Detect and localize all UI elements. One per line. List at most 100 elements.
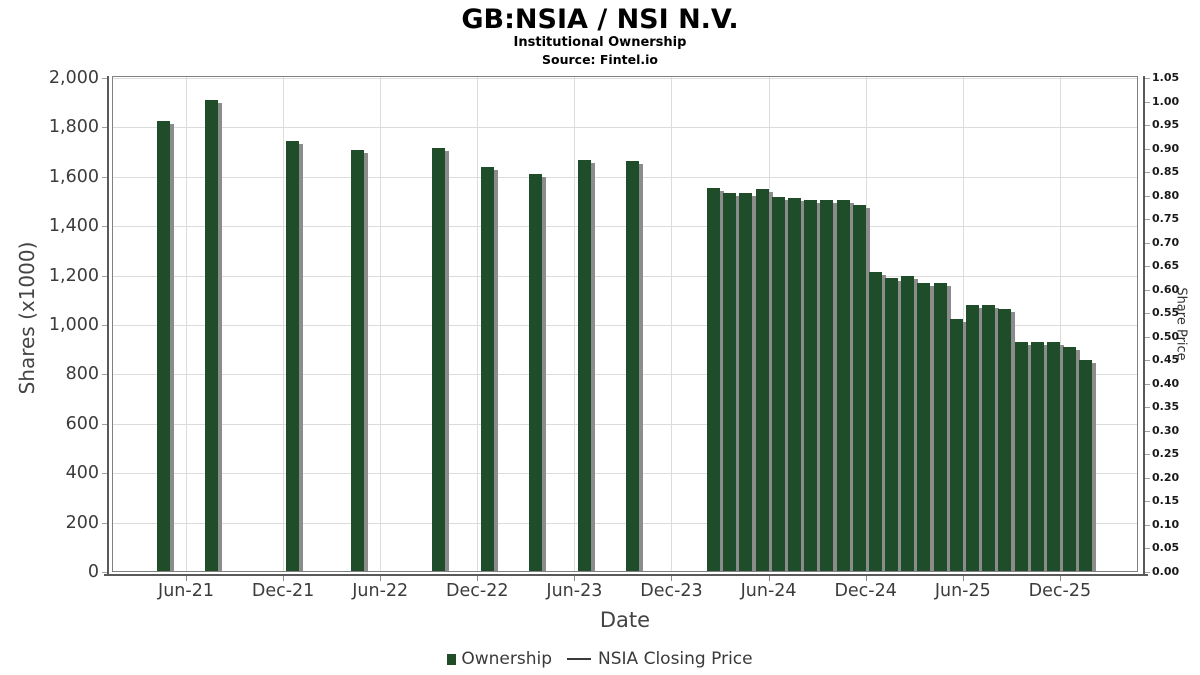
y-axis-tick-right — [1144, 501, 1150, 503]
y-axis-tick-right — [1144, 383, 1150, 385]
gridline-horizontal — [112, 226, 1138, 228]
x-axis-tick — [186, 575, 187, 581]
y-axis-tick-label-right: 0.05 — [1152, 541, 1180, 555]
gridline-vertical — [574, 76, 576, 572]
legend-ownership-square-icon — [447, 653, 457, 665]
ownership-bar — [852, 205, 866, 572]
y-axis-spine-left — [107, 76, 109, 574]
y-axis-tick-right — [1144, 125, 1150, 127]
y-axis-tick-right — [1144, 78, 1150, 79]
ownership-bar — [286, 140, 300, 572]
gridline-vertical — [186, 76, 187, 572]
ownership-bar — [205, 100, 219, 572]
ownership-bar — [771, 196, 785, 572]
ownership-bar — [1014, 342, 1028, 572]
ownership-bar — [820, 200, 834, 572]
ownership-bar — [529, 174, 543, 572]
y-axis-tick-left — [102, 176, 108, 178]
y-axis-tick-label-right: 0.75 — [1152, 212, 1180, 226]
y-axis-tick-right — [1144, 407, 1150, 409]
ownership-bar — [739, 192, 753, 572]
y-axis-tick-right — [1144, 548, 1150, 550]
y-axis-tick-label-left: 200 — [65, 512, 99, 533]
y-axis-tick-label-right: 0.70 — [1152, 235, 1180, 249]
y-axis-tick-right — [1144, 266, 1150, 268]
y-axis-tick-label-right: 0.25 — [1152, 447, 1180, 461]
y-axis-tick-left — [102, 473, 108, 475]
x-axis-tick — [671, 575, 673, 581]
gridline-vertical — [962, 76, 964, 572]
x-axis-tick — [1059, 575, 1061, 581]
y-axis-tick-label-left: 1,600 — [48, 166, 99, 187]
y-axis-tick-label-left: 1,200 — [48, 265, 99, 286]
y-axis-tick-label-right: 0.50 — [1152, 329, 1180, 343]
y-axis-tick-label-right: 0.65 — [1152, 259, 1180, 273]
x-axis-tick-label: Dec-24 — [834, 581, 897, 601]
legend-price-line-icon — [567, 658, 592, 660]
y-axis-tick-left — [102, 275, 108, 277]
ownership-bar — [577, 159, 591, 572]
y-axis-tick-right — [1144, 360, 1150, 362]
y-axis-tick-label-left: 400 — [65, 463, 99, 484]
x-axis-tick-label: Dec-25 — [1028, 581, 1092, 601]
x-axis-tick — [768, 575, 770, 581]
ownership-bar — [949, 318, 963, 572]
y-axis-tick-label-right: 0.20 — [1152, 470, 1180, 484]
y-axis-tick-label-right: 0.40 — [1152, 376, 1180, 390]
y-axis-tick-right — [1144, 101, 1150, 103]
y-axis-tick-right — [1144, 454, 1150, 456]
y-axis-tick-right — [1144, 289, 1150, 291]
y-axis-tick-label-left: 1,000 — [48, 315, 99, 335]
y-axis-tick-left — [102, 522, 108, 524]
ownership-bar — [431, 148, 445, 572]
x-axis-tick — [574, 575, 576, 581]
y-axis-tick-label-right: 1.05 — [1152, 71, 1180, 84]
y-axis-label-right: Share Price — [1173, 287, 1189, 361]
gridline-horizontal — [112, 473, 1138, 475]
gridline-horizontal — [112, 78, 1138, 79]
legend-ownership-label: Ownership — [461, 649, 553, 669]
y-axis-tick-label-right: 0.80 — [1152, 188, 1180, 202]
x-axis-tick-label: Jun-25 — [934, 581, 991, 601]
y-axis-tick-right — [1144, 148, 1150, 150]
legend: Ownership NSIA Closing Price — [0, 648, 1200, 670]
y-axis-tick-right — [1144, 242, 1150, 244]
x-axis-spine — [104, 574, 1148, 576]
ownership-bar — [804, 200, 818, 572]
y-axis-tick-label-left: 0 — [87, 562, 99, 582]
y-axis-tick-label-right: 0.00 — [1152, 565, 1180, 578]
gridline-vertical — [671, 76, 673, 572]
gridline-vertical — [380, 76, 382, 572]
y-axis-tick-right — [1144, 336, 1150, 338]
ownership-bar — [917, 283, 931, 572]
x-axis-tick-label: Dec-23 — [640, 581, 703, 601]
ownership-bar — [868, 271, 882, 572]
ownership-bar — [755, 189, 769, 572]
x-axis-tick — [962, 575, 964, 581]
ownership-bar — [998, 308, 1012, 572]
chart-title: GB:NSIA / NSI N.V. — [461, 4, 739, 35]
plot-area — [112, 76, 1138, 572]
ownership-bar — [707, 187, 721, 572]
y-axis-tick-right — [1144, 430, 1150, 432]
y-axis-tick-label-right: 0.95 — [1152, 118, 1180, 132]
chart-source-note: Source: Fintel.io — [542, 52, 658, 67]
gridline-horizontal — [112, 423, 1138, 425]
y-axis-tick-right — [1144, 219, 1150, 221]
y-axis-tick-right — [1144, 172, 1150, 174]
x-axis-label: Date — [599, 608, 651, 632]
ownership-bar — [965, 305, 979, 572]
x-axis-tick — [283, 575, 285, 581]
y-axis-spine-right — [1143, 76, 1145, 574]
gridline-horizontal — [112, 275, 1138, 277]
y-axis-tick-right — [1144, 524, 1150, 526]
ownership-bar — [626, 160, 640, 572]
ownership-bar — [156, 121, 170, 572]
x-axis-tick — [865, 575, 867, 581]
gridline-vertical — [1059, 76, 1061, 572]
ownership-bar — [901, 275, 915, 572]
ownership-bar — [836, 200, 850, 572]
gridline-horizontal — [112, 374, 1138, 376]
gridline-horizontal — [112, 127, 1138, 129]
